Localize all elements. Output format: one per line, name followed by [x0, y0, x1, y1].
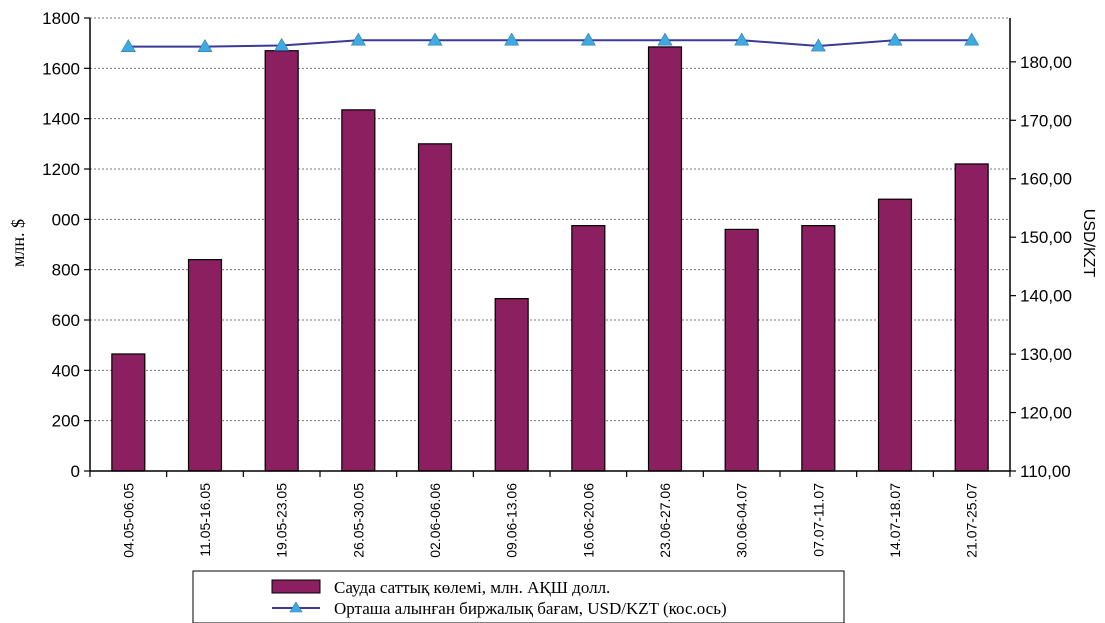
left-tick-label-1: 200	[52, 412, 80, 431]
x-tick-label-4: 02.06-06.06	[427, 483, 443, 558]
right-tick-label-6: 170,00	[1020, 111, 1072, 130]
axes	[89, 18, 1011, 472]
left-tick-label-0: 0	[71, 462, 80, 481]
line-marker-3	[350, 32, 366, 46]
right-tick-label-7: 180,00	[1020, 53, 1072, 72]
right-axis-title: USD/KZT	[1080, 209, 1097, 278]
x-tick-label-11: 21.07-25.07	[964, 483, 980, 558]
legend: Сауда саттық көлемі, млн. АҚШ долл. Орта…	[192, 570, 845, 623]
left-tick-label-9: 1800	[42, 9, 80, 28]
x-tick-label-3: 26.05-30.05	[350, 483, 366, 558]
right-tick-label-5: 160,00	[1020, 170, 1072, 189]
x-axis-ticks: 04.05-06.05 11.05-16.05 19.05-23.05 26.05-3…	[89, 471, 1011, 558]
line-marker-6	[580, 32, 596, 46]
x-tick-label-6: 16.06-20.06	[580, 483, 596, 558]
gridlines	[90, 17, 1010, 422]
bar-8	[724, 228, 759, 472]
left-tick-label-3: 600	[52, 311, 80, 330]
line-marker-2	[274, 37, 290, 51]
left-tick-label-8: 1600	[42, 59, 80, 78]
line-marker-4	[427, 32, 443, 46]
x-tick-label-10: 14.07-18.07	[887, 483, 903, 558]
right-tick-label-0: 110,00	[1020, 462, 1071, 481]
x-tick-label-9: 07.07-11.07	[810, 483, 826, 557]
bar-series	[111, 46, 989, 472]
legend-bar-label: Сауда саттық көлемі, млн. АҚШ долл.	[334, 578, 610, 597]
right-tick-label-4: 150,00	[1020, 228, 1072, 247]
left-axis-title: млн. $	[8, 219, 28, 267]
x-tick-label-7: 23.06-27.06	[657, 483, 673, 558]
bar-7	[647, 46, 683, 472]
line-marker-8	[734, 32, 750, 46]
left-tick-label-2: 400	[52, 361, 80, 380]
legend-bar-swatch	[271, 579, 321, 594]
left-tick-label-4: 800	[52, 261, 80, 280]
bar-3	[341, 109, 376, 472]
line-series	[120, 32, 980, 52]
x-tick-label-5: 09.06-13.06	[504, 483, 520, 558]
left-tick-label-5: 000	[52, 210, 80, 229]
right-axis-ticks: 110,00 120,00 130,00 140,00 150,00 160,00 170,…	[1010, 53, 1072, 481]
bar-1	[187, 259, 223, 472]
x-tick-label-2: 19.05-23.05	[274, 483, 290, 558]
legend-line-label: Орташа алынған биржалық бағам, USD/KZT (…	[334, 599, 727, 618]
line-marker-9	[810, 38, 826, 52]
bar-0	[111, 353, 146, 472]
line-marker-11	[964, 32, 980, 46]
line-marker-1	[197, 39, 213, 52]
right-tick-label-3: 140,00	[1020, 287, 1072, 306]
legend-triangle-marker	[289, 601, 303, 613]
right-tick-label-2: 130,00	[1020, 345, 1072, 364]
x-tick-label-0: 04.05-06.05	[120, 483, 136, 558]
line-marker-10	[887, 32, 903, 46]
line-marker-7	[657, 32, 673, 46]
left-tick-label-7: 1400	[42, 110, 80, 129]
line-marker-0	[120, 39, 136, 52]
right-tick-label-1: 120,00	[1020, 404, 1072, 423]
bar-11	[954, 163, 989, 472]
left-tick-label-6: 1200	[42, 160, 80, 179]
exchange-rate-line	[128, 39, 972, 48]
bar-4	[417, 143, 453, 472]
left-axis-ticks: 0 200 400 600 800 000 1200 1400 1600 1800	[42, 9, 90, 481]
bar-2	[264, 50, 299, 472]
bar-9	[801, 225, 836, 472]
x-tick-label-8: 30.06-04.07	[734, 483, 750, 558]
x-tick-label-1: 11.05-16.05	[197, 483, 213, 557]
bar-6	[571, 225, 606, 472]
line-marker-5	[504, 32, 520, 46]
bar-10	[877, 198, 913, 472]
bar-5	[494, 298, 529, 472]
